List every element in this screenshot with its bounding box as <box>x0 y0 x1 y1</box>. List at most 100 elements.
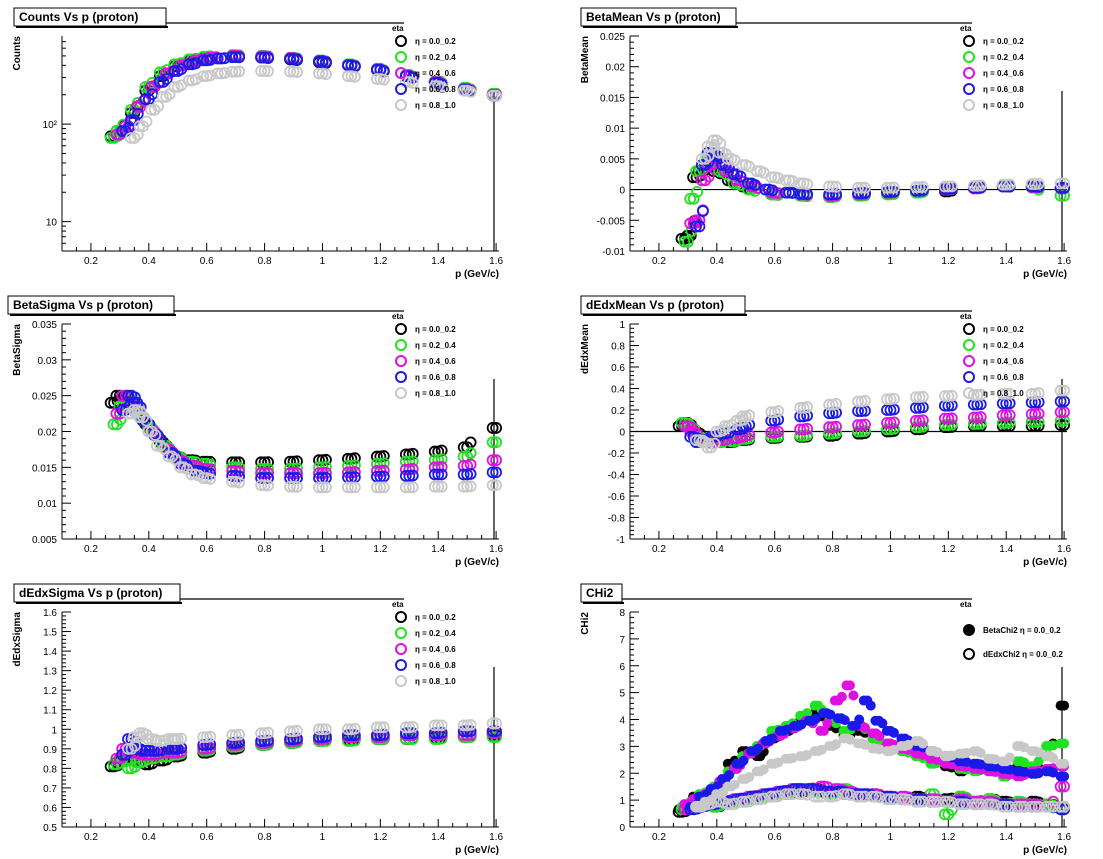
y-tick-label: 0.9 <box>43 745 57 756</box>
data-point <box>742 177 754 190</box>
data-point <box>961 756 972 767</box>
data-point <box>812 790 825 803</box>
data-point <box>783 788 796 801</box>
data-point <box>255 51 268 64</box>
x-tick-label: 0.2 <box>84 832 98 843</box>
y-tick-label: 0.8 <box>43 764 57 775</box>
data-point <box>1047 800 1060 813</box>
data-point <box>160 91 173 103</box>
legend-label: η = 0.6_0.8 <box>415 661 456 670</box>
legend-marker <box>963 99 975 111</box>
data-point <box>486 422 499 434</box>
data-point <box>1059 738 1070 749</box>
data-point <box>690 214 702 227</box>
x-tick-label: 1.2 <box>941 256 955 267</box>
data-point <box>932 747 943 758</box>
data-point <box>461 725 474 738</box>
data-point <box>162 450 175 463</box>
data-point <box>938 390 951 402</box>
data-point <box>974 179 987 192</box>
data-point <box>153 76 166 88</box>
data-point <box>1058 780 1071 793</box>
data-point <box>874 744 885 755</box>
data-point <box>262 456 274 469</box>
data-point <box>464 718 477 731</box>
y-axis-label: BetaMean <box>580 36 591 83</box>
data-point <box>229 51 242 64</box>
data-point <box>1033 768 1044 779</box>
data-point <box>342 723 354 736</box>
data-point <box>185 468 198 481</box>
data-point <box>695 159 708 171</box>
legend-label: η = 0.8_1.0 <box>415 101 456 110</box>
data-point <box>152 100 164 113</box>
y-tick-label: -0.6 <box>608 492 626 503</box>
y-tick-label: 0.015 <box>600 93 625 104</box>
x-tick-label: 0.6 <box>768 544 782 555</box>
data-point <box>428 719 441 732</box>
data-point <box>490 466 503 479</box>
data-point <box>938 180 951 193</box>
data-point <box>313 55 325 68</box>
y-tick-label: 0.035 <box>32 320 57 331</box>
data-point <box>140 115 153 128</box>
data-point <box>226 729 239 742</box>
y-tick-label: -0.005 <box>597 216 626 227</box>
data-point <box>143 418 156 431</box>
x-tick-label: 0.6 <box>200 832 214 843</box>
data-point <box>802 708 813 719</box>
legend-marker <box>395 51 407 63</box>
y-tick-label: 8 <box>619 608 625 619</box>
data-point <box>291 732 303 745</box>
data-point <box>743 409 756 422</box>
chart-title: Counts Vs p (proton) <box>19 10 138 24</box>
data-point <box>707 134 720 147</box>
legend-marker <box>395 387 407 399</box>
data-point <box>816 744 827 755</box>
x-axis-label: p (GeV/c) <box>1023 557 1067 568</box>
x-tick-label: 0.4 <box>142 832 156 843</box>
data-point <box>143 744 156 757</box>
data-point <box>916 184 929 197</box>
data-point <box>406 720 419 733</box>
data-point <box>403 481 416 494</box>
data-point <box>852 419 864 431</box>
data-point <box>945 418 958 431</box>
y-tick-label: 6 <box>619 662 625 673</box>
data-point <box>786 788 799 801</box>
legend-marker <box>963 371 975 383</box>
chart-title: BetaSigma Vs p (proton) <box>13 298 153 312</box>
legend-marker <box>963 648 975 660</box>
x-tick-label: 0.8 <box>258 256 272 267</box>
data-point <box>759 183 772 196</box>
y-tick-label: 1 <box>51 725 57 736</box>
data-point <box>750 793 763 806</box>
data-point <box>464 480 477 493</box>
data-point <box>226 470 239 482</box>
y-tick-label: 0.005 <box>600 155 625 166</box>
data-point <box>432 480 445 493</box>
data-point <box>903 739 914 750</box>
y-tick-label: 0.7 <box>43 784 57 795</box>
data-point <box>320 461 332 473</box>
data-point <box>710 425 723 438</box>
data-point <box>852 790 864 803</box>
data-point <box>721 798 734 811</box>
data-point <box>1033 756 1044 767</box>
data-point <box>855 790 868 803</box>
data-point <box>320 56 332 69</box>
y-tick-label: 3 <box>619 742 625 753</box>
data-point <box>796 719 807 730</box>
y-tick-label: 1 <box>619 320 625 331</box>
data-point <box>1000 178 1013 191</box>
data-point <box>204 730 217 743</box>
data-point <box>1032 387 1045 399</box>
data-point <box>996 416 1009 429</box>
data-point <box>687 192 700 205</box>
data-point <box>490 479 503 492</box>
data-point <box>772 172 785 184</box>
data-point <box>403 727 416 740</box>
data-point <box>211 52 224 65</box>
chart-title: dEdxMean Vs p (proton) <box>586 298 724 312</box>
data-point <box>825 709 836 720</box>
